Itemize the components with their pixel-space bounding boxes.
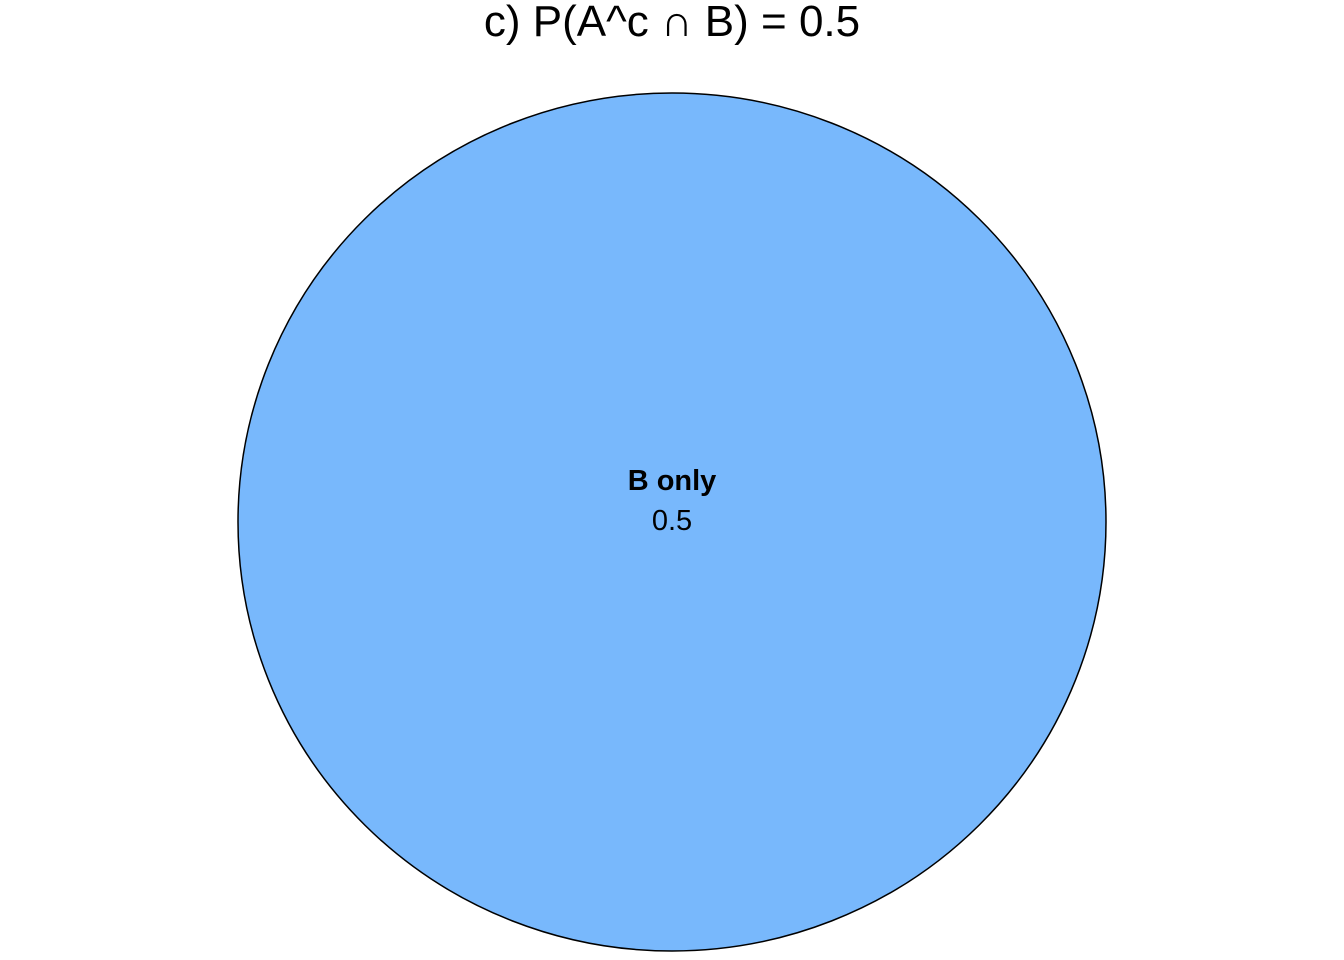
set-b-circle [237,92,1107,952]
region-label-b-only: B only [628,465,717,497]
diagram-title: c) P(A^c ∩ B) = 0.5 [483,0,861,46]
region-value-b-only: 0.5 [652,505,692,537]
